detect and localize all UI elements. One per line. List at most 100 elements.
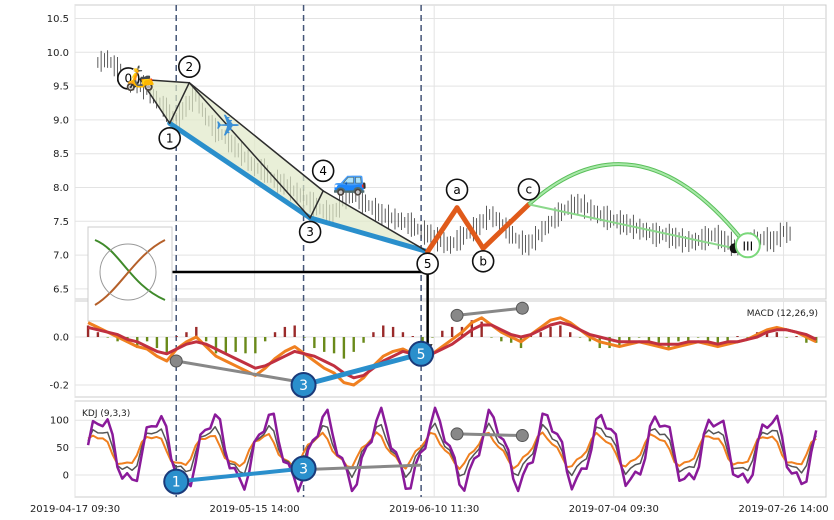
- macd-histogram-bar: [204, 337, 208, 342]
- price-y-tick-label: 10.0: [47, 48, 69, 59]
- correction-line: [480, 201, 532, 251]
- macd-histogram-bar: [736, 336, 739, 337]
- wave-label-c: c: [526, 183, 533, 197]
- kdj-y-tick-label: 0: [63, 471, 69, 482]
- price-y-tick-label: 10.5: [47, 14, 69, 25]
- macd-histogram-bar: [372, 332, 375, 337]
- macd-histogram-bar: [155, 337, 159, 349]
- macd-y-tick-label: -0.2: [49, 381, 69, 392]
- macd-histogram-bar: [244, 337, 247, 354]
- macd-impulse-line: [302, 351, 422, 388]
- macd-histogram-bar: [509, 337, 513, 343]
- x-tick-label: 2019-07-04 09:30: [569, 504, 659, 515]
- inset-circle: [99, 243, 157, 301]
- price-y-tick-label: 9.0: [53, 115, 69, 126]
- wave-line: [168, 81, 191, 125]
- macd-histogram-bar: [401, 332, 405, 337]
- divergence-point: [515, 301, 529, 315]
- macd-marker-5: 5: [417, 347, 426, 363]
- kdj-divergence-line: [303, 463, 422, 472]
- wave-label-circle: [158, 126, 181, 150]
- wave-line: [139, 78, 191, 84]
- wave-label-b: b: [479, 255, 487, 269]
- macd-title: MACD (12,26,9): [747, 309, 818, 319]
- wave-label-3: 3: [306, 225, 314, 239]
- kdj-marker-circle: [290, 455, 317, 482]
- kdj-y-tick-label: 100: [50, 416, 69, 427]
- macd-histogram-bar: [785, 337, 788, 338]
- macd-histogram-bar: [175, 336, 178, 337]
- macd-histogram-bar: [145, 337, 149, 342]
- macd-histogram-bar: [815, 337, 818, 343]
- kdj-marker-circle: [163, 468, 190, 495]
- projection-arc-inner: [528, 163, 742, 239]
- inset-thumbnail: [87, 226, 173, 322]
- macd-histogram-bar: [323, 337, 326, 352]
- kdj-divergence-point: [515, 429, 529, 443]
- price-y-tick-label: 6.5: [53, 284, 69, 295]
- macd-histogram-bar: [667, 337, 670, 349]
- x-tick-label: 2019-04-17 09:30: [30, 504, 120, 515]
- macd-histogram-bar: [480, 321, 483, 337]
- macd-histogram-bar: [116, 337, 119, 342]
- airplane-icon: ✈: [215, 109, 240, 144]
- macd-panel-frame: [74, 300, 827, 398]
- macd-histogram-bar: [382, 325, 385, 337]
- divergence-line: [456, 306, 523, 317]
- macd-histogram-bar: [254, 337, 257, 354]
- correction-line: [425, 205, 460, 255]
- macd-histogram-bar: [106, 337, 109, 338]
- price-y-tick-label: 8.5: [53, 149, 69, 160]
- macd-histogram-bar: [303, 337, 306, 338]
- kdj-d-line: [87, 431, 817, 471]
- wave-line: [188, 81, 324, 192]
- target-label-circle: [734, 232, 761, 259]
- macd-histogram-bar: [687, 337, 690, 343]
- macd-histogram-bar: [716, 337, 720, 343]
- wave-label-0: 0: [124, 72, 132, 86]
- macd-histogram-bar: [608, 337, 611, 349]
- macd-histogram-bar: [96, 332, 100, 337]
- macd-histogram-bar: [795, 336, 798, 337]
- wave-label-circle: [471, 250, 495, 273]
- macd-histogram-bar: [765, 330, 769, 337]
- macd-histogram-bar: [549, 326, 552, 337]
- macd-histogram-bar: [165, 337, 168, 354]
- price-y-tick-label: 7.0: [53, 251, 69, 262]
- wave-label-circle: [416, 252, 439, 275]
- macd-histogram-bar: [86, 325, 90, 337]
- kdj-marker-3: 3: [299, 461, 308, 477]
- macd-histogram-bar: [441, 330, 444, 337]
- kdj-divergence-point: [450, 427, 464, 441]
- wave-label-circle: [177, 55, 201, 79]
- macd-histogram-bar: [411, 336, 414, 337]
- macd-histogram-bar: [588, 337, 592, 342]
- macd-histogram-bar: [569, 332, 572, 337]
- macd-marker-3: 3: [299, 378, 308, 394]
- divergence-point: [450, 308, 464, 322]
- wave-label-5: 5: [424, 257, 432, 271]
- macd-y-tick-label: 0.0: [53, 333, 69, 344]
- divergence-point: [169, 354, 183, 368]
- price-y-tick-label: 7.5: [53, 217, 69, 228]
- macd-histogram-bar: [706, 337, 710, 342]
- macd-histogram-bar: [283, 326, 287, 337]
- wave-label-a: a: [453, 183, 460, 197]
- kdj-impulse-line: [176, 466, 304, 484]
- kdj-j-line: [86, 406, 818, 493]
- impulse-line: [167, 120, 313, 221]
- macd-histogram-bar: [421, 337, 424, 343]
- macd-histogram-bar: [313, 337, 316, 349]
- macd-histogram-bar: [342, 337, 346, 359]
- macd-histogram-bar: [362, 337, 365, 343]
- correction-line: [454, 205, 486, 251]
- macd-histogram-bar: [195, 326, 198, 337]
- wave-label-4: 4: [319, 164, 327, 178]
- macd-histogram-bar: [332, 337, 336, 354]
- x-tick-label: 2019-05-15 14:00: [210, 504, 300, 515]
- macd-histogram-bar: [628, 337, 631, 343]
- macd-histogram-bar: [391, 326, 395, 337]
- wave-label-circle: [517, 178, 541, 201]
